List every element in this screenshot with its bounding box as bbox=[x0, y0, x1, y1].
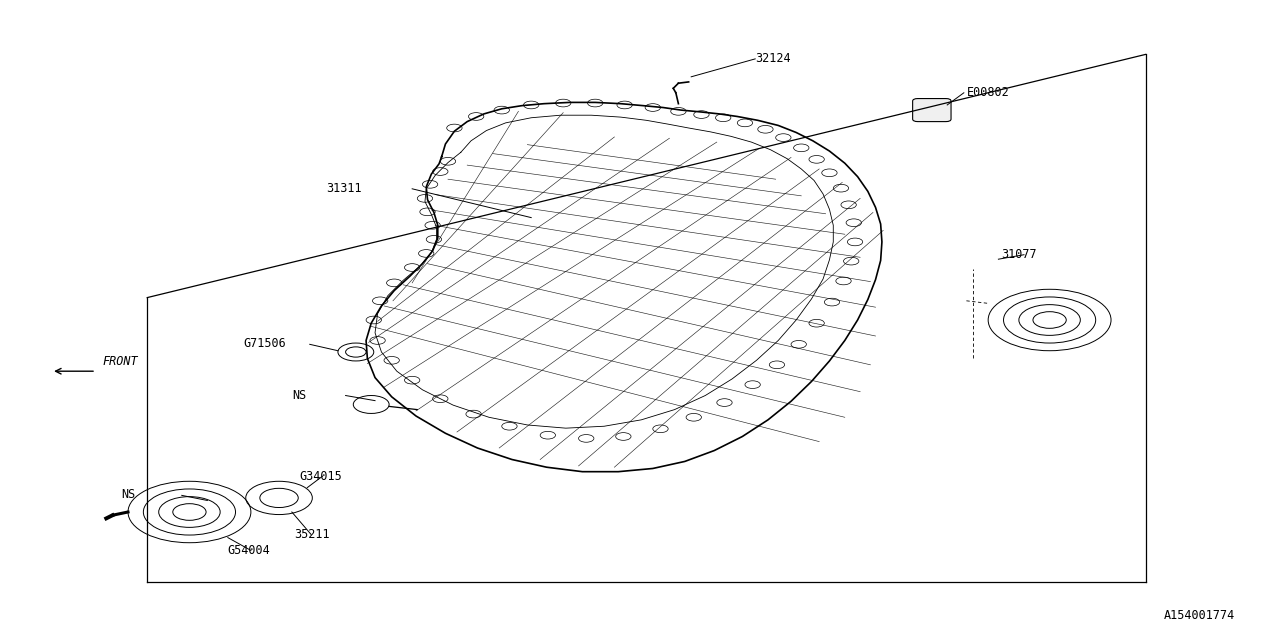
Text: E00802: E00802 bbox=[966, 86, 1009, 99]
Text: NS: NS bbox=[122, 488, 136, 500]
Text: G34015: G34015 bbox=[300, 470, 342, 483]
Text: 32124: 32124 bbox=[755, 52, 791, 65]
Text: NS: NS bbox=[292, 389, 306, 402]
Text: G71506: G71506 bbox=[243, 337, 285, 349]
Text: 35211: 35211 bbox=[294, 528, 330, 541]
Text: 31311: 31311 bbox=[326, 182, 362, 195]
Text: 31077: 31077 bbox=[1001, 248, 1037, 261]
Text: A154001774: A154001774 bbox=[1164, 609, 1235, 622]
Text: FRONT: FRONT bbox=[102, 355, 138, 368]
FancyBboxPatch shape bbox=[913, 99, 951, 122]
Text: G54004: G54004 bbox=[228, 544, 270, 557]
